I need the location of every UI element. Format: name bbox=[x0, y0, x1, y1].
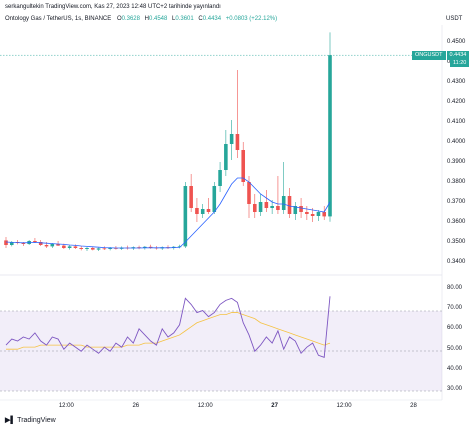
tv-logo-icon: ▶▌ bbox=[5, 417, 16, 424]
price-tick-label: 0.4200 bbox=[447, 98, 466, 105]
candle bbox=[235, 134, 240, 150]
price-tick-label: 0.3800 bbox=[447, 178, 466, 185]
change-value: +0.0803 (+22.12%) bbox=[225, 16, 278, 22]
candle bbox=[38, 242, 43, 245]
rsi-line bbox=[5, 296, 331, 358]
low-label: L bbox=[172, 16, 176, 22]
rsi-tick-label: 50.00 bbox=[447, 345, 463, 352]
candle bbox=[62, 245, 66, 248]
candle bbox=[177, 246, 182, 248]
price-tick-label: 0.4100 bbox=[447, 118, 466, 125]
candle bbox=[183, 186, 188, 247]
price-tick-label: 0.3600 bbox=[447, 218, 466, 225]
candle bbox=[212, 186, 217, 212]
candle bbox=[224, 144, 228, 170]
candle bbox=[276, 206, 280, 210]
candle bbox=[270, 206, 274, 208]
candle bbox=[305, 212, 309, 214]
candle bbox=[299, 206, 303, 212]
close-value: 0.4434 bbox=[202, 16, 222, 22]
candle bbox=[200, 209, 205, 214]
symbol-info-bar: Ontology Gas / TetherUS, 1s, BINANCE O0.… bbox=[5, 16, 277, 22]
symbol-tag: ONGUSDT bbox=[412, 51, 446, 61]
time-tick-label: 12:00 bbox=[336, 403, 352, 409]
candle bbox=[79, 248, 84, 249]
candle bbox=[44, 245, 49, 247]
tradingview-logo[interactable]: ▶▌ TradingView bbox=[5, 416, 56, 424]
rsi-tick-label: 30.00 bbox=[447, 386, 463, 393]
open-value: 0.3628 bbox=[121, 16, 140, 22]
candles-group bbox=[4, 32, 332, 251]
candle bbox=[21, 243, 26, 244]
candle bbox=[85, 248, 89, 249]
high-value: 0.4548 bbox=[148, 16, 168, 22]
brand-name: TradingView bbox=[17, 417, 56, 424]
rsi-tick-label: 60.00 bbox=[447, 325, 463, 332]
publisher-line: serkangultekin TradingView.com, Kas 27, … bbox=[5, 4, 221, 10]
candle bbox=[73, 246, 78, 248]
price-tick-label: 0.3900 bbox=[447, 158, 466, 165]
candle bbox=[287, 196, 292, 214]
time-tick-label: 12:00 bbox=[58, 403, 74, 409]
candle bbox=[102, 248, 107, 250]
candle bbox=[108, 248, 112, 249]
candle bbox=[252, 204, 257, 212]
candle bbox=[56, 244, 60, 246]
candle bbox=[67, 246, 72, 248]
time-tick-label: 28 bbox=[410, 403, 417, 409]
candle bbox=[247, 182, 251, 204]
candle bbox=[293, 206, 298, 214]
candle bbox=[50, 244, 55, 247]
close-label: C bbox=[198, 16, 203, 22]
price-tick-label: 0.4500 bbox=[447, 38, 466, 45]
price-tick-label: 0.3500 bbox=[447, 238, 466, 245]
price-tick-label: 0.4000 bbox=[447, 138, 466, 145]
price-tick-label: 0.3700 bbox=[447, 198, 466, 205]
candle bbox=[4, 240, 8, 245]
candle bbox=[33, 241, 37, 242]
candle bbox=[316, 212, 321, 216]
open-label: O bbox=[116, 16, 122, 22]
candle bbox=[189, 186, 193, 208]
high-label: H bbox=[144, 16, 149, 22]
time-tick-label: 27 bbox=[271, 403, 278, 409]
price-tick-label: 0.4300 bbox=[447, 78, 466, 85]
price-tick-label: 0.3400 bbox=[447, 258, 466, 265]
countdown-value: 11:20 bbox=[449, 60, 470, 68]
candle bbox=[241, 150, 246, 182]
candle bbox=[322, 212, 327, 217]
rsi-tick-label: 80.00 bbox=[447, 284, 463, 291]
rsi-tick-label: 70.00 bbox=[447, 304, 463, 311]
candle bbox=[264, 202, 269, 208]
time-tick-label: 25 bbox=[0, 403, 7, 409]
candle bbox=[90, 248, 95, 250]
candle bbox=[148, 246, 153, 248]
currency-label: USDT bbox=[446, 16, 463, 22]
candle bbox=[206, 209, 211, 212]
ma-line bbox=[5, 177, 331, 249]
last-price-tag: ONGUSDT 0.4434 11:20 bbox=[412, 51, 470, 68]
symbol-title[interactable]: Ontology Gas / TetherUS, 1s, BINANCE bbox=[5, 16, 112, 22]
time-tick-label: 26 bbox=[132, 403, 140, 409]
candle bbox=[143, 246, 147, 248]
low-value: 0.3601 bbox=[175, 16, 194, 22]
candle bbox=[310, 214, 315, 216]
candle bbox=[258, 202, 263, 212]
time-tick-label: 12:00 bbox=[197, 403, 213, 409]
last-price-value: 0.4434 bbox=[446, 51, 470, 61]
rsi-tick-label: 40.00 bbox=[447, 366, 463, 373]
candle bbox=[281, 196, 286, 210]
candle bbox=[328, 55, 332, 217]
rsi-ma-line bbox=[6, 312, 331, 350]
candle bbox=[229, 134, 234, 144]
candle bbox=[9, 242, 14, 245]
candle bbox=[218, 170, 222, 186]
candle bbox=[195, 208, 199, 214]
candle bbox=[96, 248, 101, 250]
